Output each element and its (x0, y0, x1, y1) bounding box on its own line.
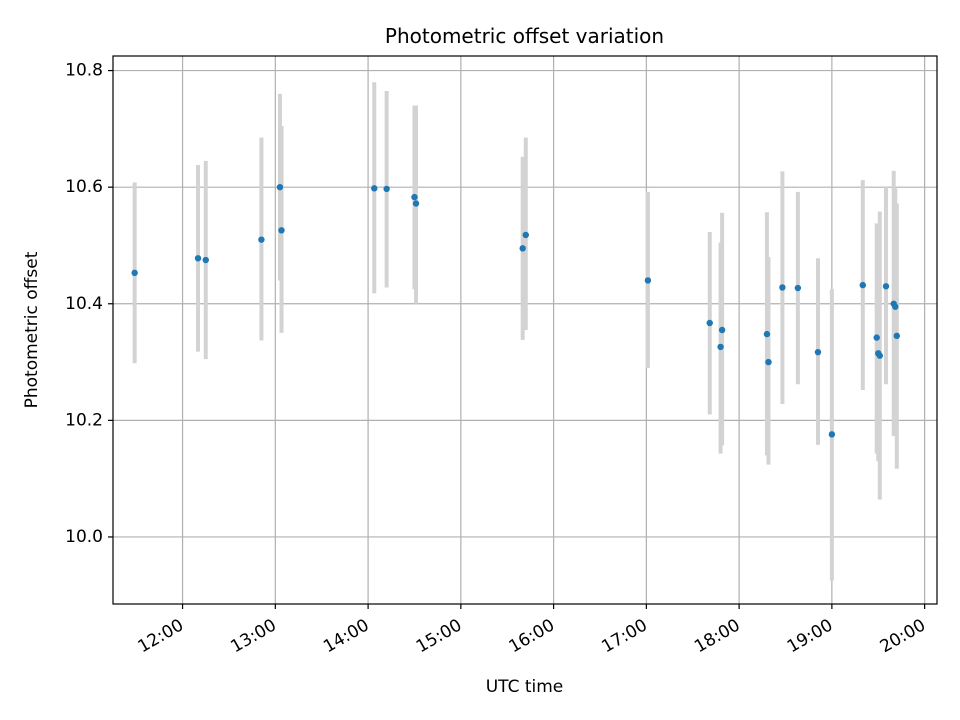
x-tick-label: 19:00 (784, 615, 836, 657)
y-tick-label: 10.2 (65, 410, 103, 430)
data-point (765, 358, 772, 366)
data-point (873, 334, 880, 341)
plot-frame (112, 55, 938, 605)
data-point (814, 348, 822, 356)
data-point (644, 277, 652, 284)
error-bars (132, 82, 899, 581)
x-tick-label: 15:00 (413, 615, 465, 657)
data-point (794, 284, 802, 292)
data-point (412, 200, 420, 207)
y-axis-ticks: 10.0 10.2 10.4 10.6 10.8 (65, 61, 113, 547)
data-point (194, 255, 202, 262)
data-point (876, 352, 883, 359)
data-point (882, 283, 890, 290)
x-axis-ticks: 12:00 13:00 14:00 15:00 16:00 17:00 18:00 19:00… (135, 604, 929, 657)
data-point (859, 281, 866, 289)
data-point (276, 183, 284, 191)
x-tick-label: 17:00 (598, 615, 650, 657)
data-point (258, 236, 265, 243)
x-tick-label: 12:00 (135, 615, 187, 657)
y-tick-label: 10.0 (65, 527, 103, 547)
data-point (893, 332, 901, 340)
data-point (828, 431, 836, 438)
data-point (706, 319, 713, 327)
x-axis-label: UTC time (486, 677, 564, 697)
x-tick-label: 13:00 (227, 615, 279, 657)
y-axis-label: Photometric offset (22, 251, 42, 408)
data-point (892, 303, 899, 310)
x-tick-label: 18:00 (691, 615, 743, 657)
x-tick-label: 14:00 (320, 615, 372, 657)
data-point (202, 256, 209, 264)
y-tick-label: 10.6 (65, 177, 103, 197)
data-point (718, 326, 726, 334)
data-point (522, 231, 529, 239)
chart-title: Photometric offset variation (385, 24, 664, 48)
data-point (278, 227, 285, 234)
data-point (717, 343, 724, 351)
data-point (519, 245, 526, 252)
y-tick-label: 10.8 (65, 61, 103, 81)
x-tick-label: 20:00 (877, 615, 929, 657)
data-point (763, 330, 771, 338)
data-point (779, 284, 786, 291)
y-tick-label: 10.4 (65, 294, 103, 314)
data-points (131, 183, 901, 438)
x-tick-label: 16:00 (506, 615, 558, 657)
data-point (371, 185, 378, 192)
data-point (383, 185, 390, 193)
data-point (131, 269, 138, 277)
data-point (411, 193, 418, 201)
